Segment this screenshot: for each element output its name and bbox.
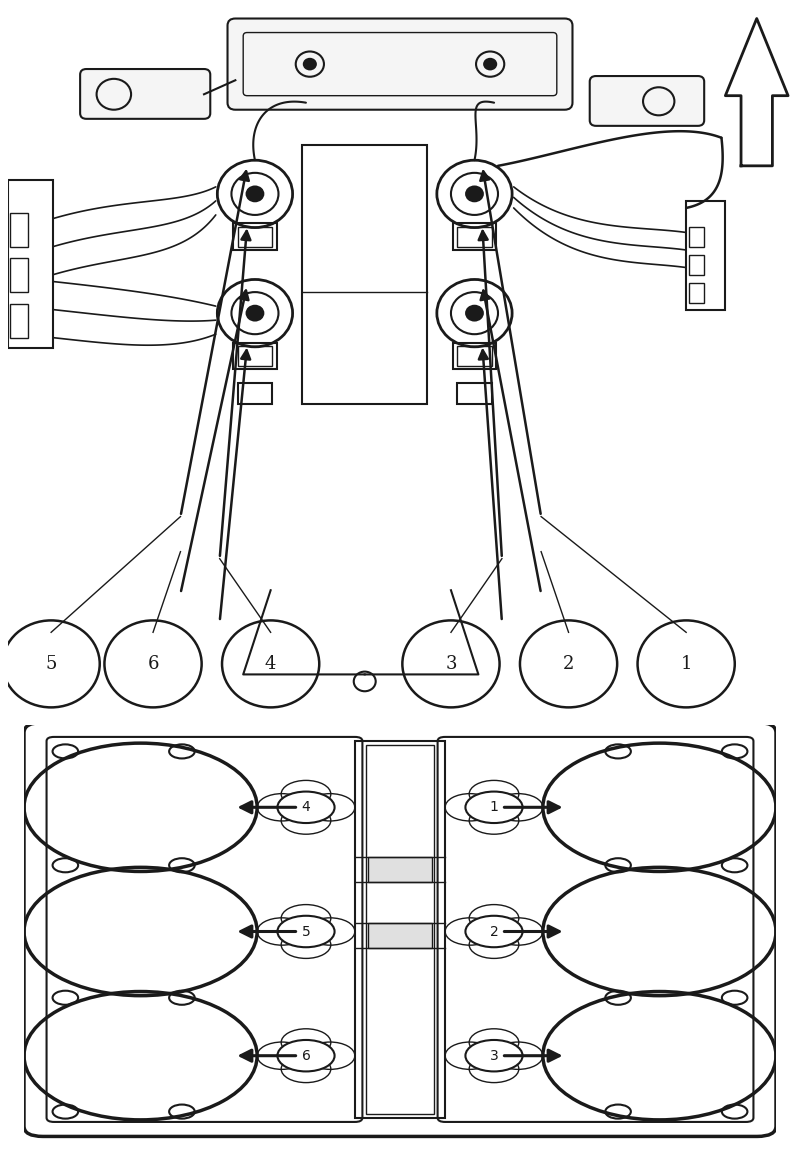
- Circle shape: [483, 58, 498, 70]
- Text: 3: 3: [490, 1049, 498, 1063]
- Bar: [233, 223, 277, 250]
- Bar: [10, 213, 27, 246]
- Polygon shape: [726, 18, 788, 166]
- Text: 2: 2: [563, 654, 574, 673]
- Circle shape: [246, 305, 264, 322]
- Bar: [8, 179, 54, 348]
- Text: 4: 4: [302, 800, 310, 814]
- Bar: [238, 346, 272, 366]
- Text: 1: 1: [490, 800, 498, 814]
- Circle shape: [465, 305, 484, 322]
- Text: 2: 2: [490, 925, 498, 938]
- Circle shape: [466, 915, 522, 948]
- Text: 5: 5: [46, 654, 57, 673]
- Circle shape: [246, 185, 264, 202]
- Bar: [453, 223, 497, 250]
- Text: 1: 1: [681, 654, 692, 673]
- Bar: [458, 227, 492, 246]
- Bar: [302, 145, 427, 405]
- FancyBboxPatch shape: [227, 18, 573, 109]
- Text: 3: 3: [446, 654, 457, 673]
- Circle shape: [278, 791, 334, 823]
- Circle shape: [302, 58, 317, 70]
- Bar: [238, 227, 272, 246]
- FancyBboxPatch shape: [590, 76, 704, 125]
- Circle shape: [466, 791, 522, 823]
- Bar: [458, 383, 492, 405]
- Circle shape: [466, 1040, 522, 1072]
- Circle shape: [402, 620, 499, 707]
- Bar: [233, 343, 277, 369]
- Text: 6: 6: [147, 654, 158, 673]
- Circle shape: [465, 185, 484, 202]
- Circle shape: [638, 620, 734, 707]
- Text: 4: 4: [265, 654, 276, 673]
- Bar: [238, 383, 272, 405]
- Circle shape: [278, 915, 334, 948]
- Bar: [689, 283, 704, 302]
- Bar: [355, 741, 445, 1118]
- Bar: [366, 745, 434, 1113]
- Bar: [458, 346, 492, 366]
- Bar: [686, 201, 726, 309]
- Bar: [10, 259, 27, 292]
- Text: 6: 6: [302, 1049, 310, 1063]
- Bar: [369, 923, 431, 948]
- Text: 5: 5: [302, 925, 310, 938]
- Circle shape: [222, 620, 319, 707]
- Circle shape: [520, 620, 617, 707]
- Circle shape: [2, 620, 100, 707]
- Circle shape: [278, 1040, 334, 1072]
- Bar: [10, 304, 27, 338]
- Bar: [369, 857, 431, 882]
- Bar: [689, 255, 704, 275]
- FancyBboxPatch shape: [80, 69, 210, 118]
- Bar: [453, 343, 497, 369]
- Bar: [689, 227, 704, 246]
- Circle shape: [105, 620, 202, 707]
